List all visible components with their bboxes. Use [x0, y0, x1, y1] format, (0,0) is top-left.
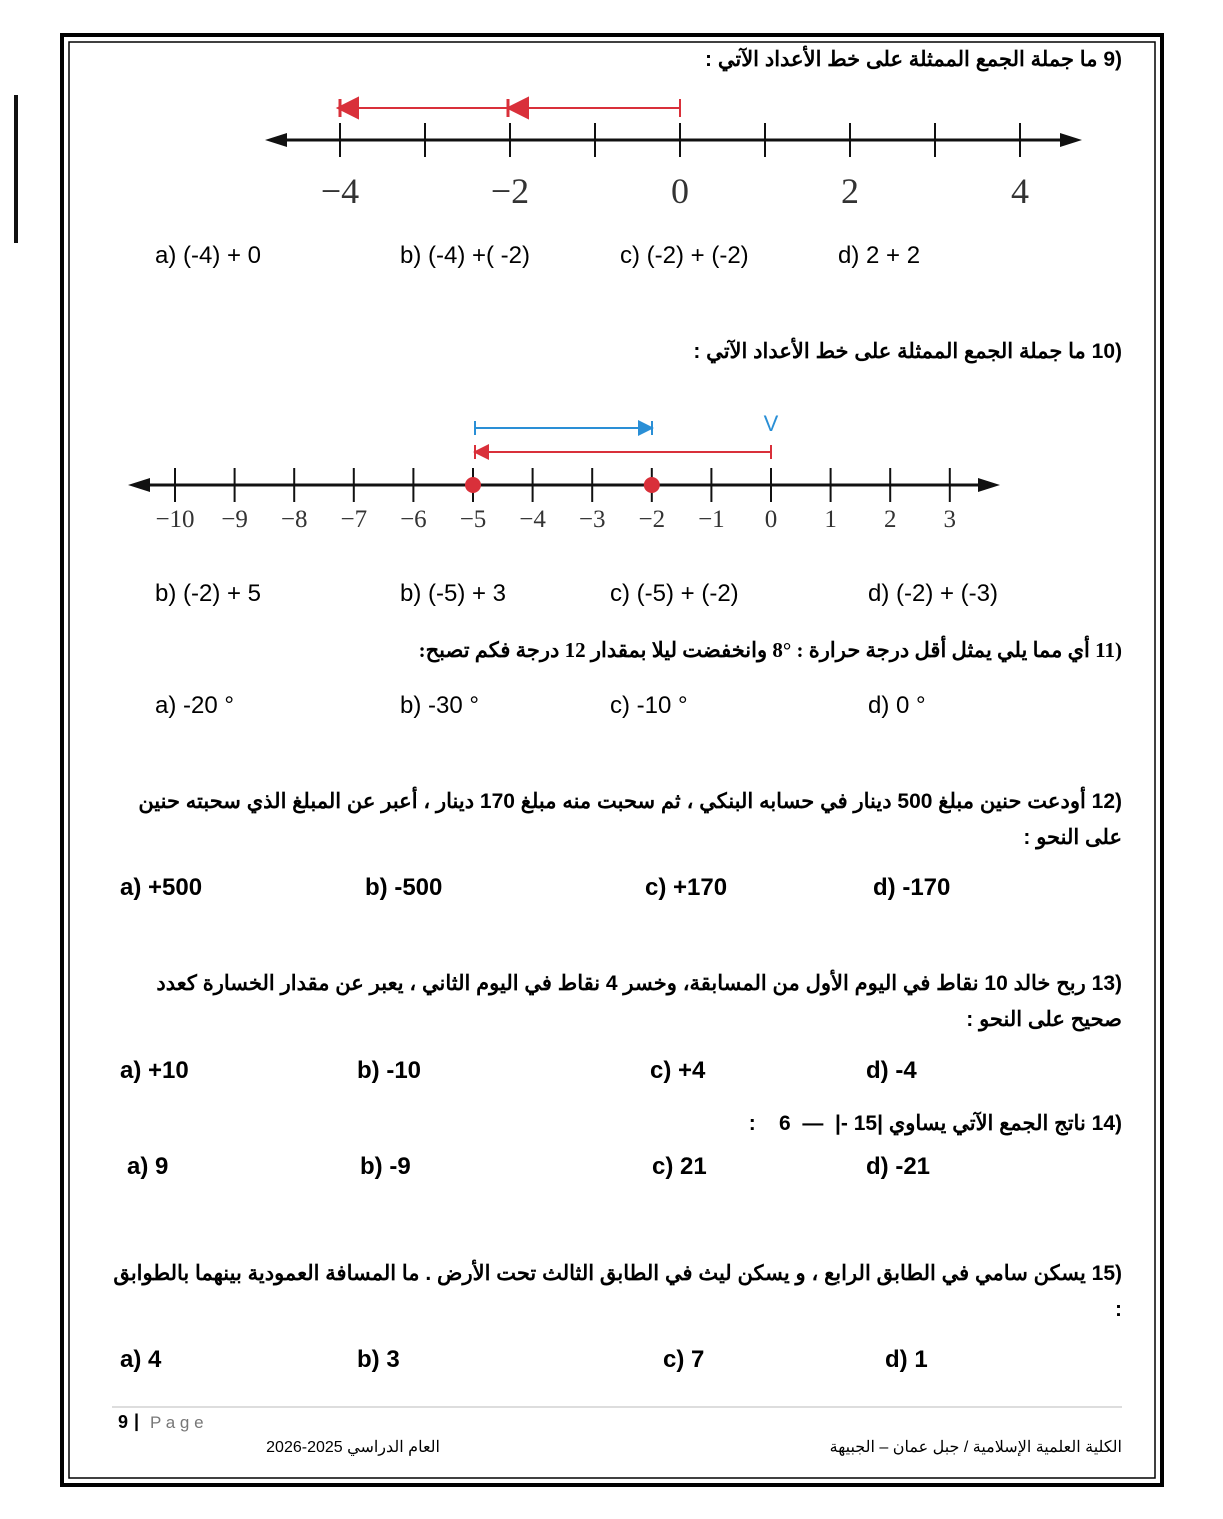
- scan-edge: [14, 95, 18, 243]
- option: a) +10: [120, 1057, 189, 1084]
- tick-label: 0: [671, 171, 689, 211]
- option: d) 1: [885, 1346, 928, 1373]
- option: b) -10: [357, 1057, 422, 1084]
- option: c) (-2) + (-2): [620, 242, 749, 269]
- question-text: 11) أي مما يلي يمثل أقل درجة حرارة : °8 …: [112, 632, 1122, 668]
- option: a) (-4) + 0: [155, 242, 262, 269]
- question-number: 10): [1091, 340, 1122, 363]
- question-text: 13) ربح خالد 10 نقاط في اليوم الأول من ا…: [112, 966, 1122, 1038]
- tick-label: −1: [698, 505, 725, 533]
- option: d) (-2) + (-3): [868, 580, 999, 607]
- arrow-head: [128, 478, 150, 492]
- option: c) (-5) + (-2): [610, 580, 739, 607]
- tick-label: −4: [519, 505, 546, 533]
- question-number: 14): [1091, 1112, 1122, 1135]
- tick-label: 0: [764, 505, 778, 533]
- tick-label: 4: [1011, 171, 1029, 211]
- tick-label: −7: [340, 505, 368, 533]
- tick-label: 3: [943, 505, 957, 533]
- tick-label: −3: [578, 505, 606, 533]
- page-number: 9: [118, 1412, 129, 1432]
- question-number: 15): [1091, 1262, 1122, 1285]
- question-body: يسكن سامي في الطابق الرابع ، و يسكن ليث …: [113, 1262, 1122, 1321]
- tick-label: −2: [638, 505, 666, 533]
- question-number: 12): [1091, 790, 1122, 813]
- tick-label: −5: [459, 505, 487, 533]
- option: d) -4: [866, 1057, 917, 1084]
- option: c) +4: [650, 1057, 706, 1084]
- option: a) -20 °: [155, 692, 234, 719]
- point: [643, 477, 660, 493]
- option: c) 7: [663, 1346, 705, 1373]
- option: d) -21: [866, 1153, 931, 1180]
- tick-label: −6: [400, 505, 427, 533]
- option: c) +170: [645, 874, 728, 901]
- arrow-head: [1060, 133, 1082, 147]
- option: d) 0 °: [868, 692, 926, 719]
- question-body: أودعت حنين مبلغ 500 دينار في حسابه البنك…: [138, 790, 1122, 849]
- option: c) -10 °: [610, 692, 688, 719]
- academic-year: العام الدراسي 2025-2026: [266, 1439, 440, 1456]
- question-number: 13): [1091, 972, 1122, 995]
- option: c) 21: [652, 1153, 707, 1180]
- option: a) 4: [120, 1346, 162, 1373]
- frame-outer: [60, 33, 1164, 1487]
- school-name: الكلية العلمية الإسلامية / جبل عمان – ال…: [829, 1439, 1122, 1456]
- tick-label: −9: [221, 505, 248, 533]
- arrow-head: [978, 478, 1000, 492]
- question-text: 12) أودعت حنين مبلغ 500 دينار في حسابه ا…: [112, 784, 1122, 856]
- tick-label: 2: [841, 171, 859, 211]
- separator: |: [134, 1411, 140, 1431]
- question-text: 10) ما جملة الجمع الممثلة على خط الأعداد…: [112, 334, 1122, 370]
- question-body: أي مما يلي يمثل أقل درجة حرارة : °8 وانخ…: [418, 638, 1090, 662]
- question-body: ما جملة الجمع الممثلة على خط الأعداد الآ…: [705, 48, 1098, 71]
- point: [465, 477, 481, 493]
- option: b) (-4) +( -2): [400, 242, 531, 269]
- option: b) (-5) + 3: [400, 580, 507, 607]
- option: d) 2 + 2: [838, 242, 921, 269]
- question-text: 9) ما جملة الجمع الممثلة على خط الأعداد …: [112, 42, 1122, 78]
- option: b) 3: [357, 1346, 400, 1373]
- frame-inner: [68, 41, 1156, 1479]
- expression: : 6 — |- 15|: [748, 1112, 883, 1135]
- option: b) -9: [360, 1153, 411, 1180]
- option: b) -30 °: [400, 692, 479, 719]
- option: a) +500: [120, 874, 203, 901]
- option: b) (-2) + 5: [155, 580, 262, 607]
- tick-label: 2: [883, 505, 897, 533]
- question-body: ناتج الجمع الآتي يساوي: [888, 1112, 1086, 1135]
- option: b) -500: [365, 874, 443, 901]
- tick-label: −2: [490, 171, 530, 211]
- option: a) 9: [127, 1153, 169, 1180]
- tick-label: 1: [824, 505, 837, 533]
- q9-arrows: [335, 96, 681, 120]
- tick-label: −10: [155, 505, 195, 533]
- question-text: 14) ناتج الجمع الآتي يساوي : 6 — |- 15|: [112, 1106, 1122, 1142]
- question-number: 9): [1103, 48, 1122, 71]
- question-body: ما جملة الجمع الممثلة على خط الأعداد الآ…: [693, 340, 1086, 363]
- arrow-head: [265, 133, 287, 147]
- q10-arrows: [473, 420, 772, 460]
- question-number: 11): [1095, 638, 1122, 662]
- question-text: 15) يسكن سامي في الطابق الرابع ، و يسكن …: [112, 1256, 1122, 1328]
- tick-label: −8: [280, 505, 308, 533]
- marker: V: [763, 411, 779, 436]
- option: d) -170: [873, 874, 951, 901]
- page-label: P a g e: [150, 1413, 204, 1432]
- tick-label: −4: [320, 171, 360, 211]
- question-body: ربح خالد 10 نقاط في اليوم الأول من المسا…: [156, 972, 1122, 1031]
